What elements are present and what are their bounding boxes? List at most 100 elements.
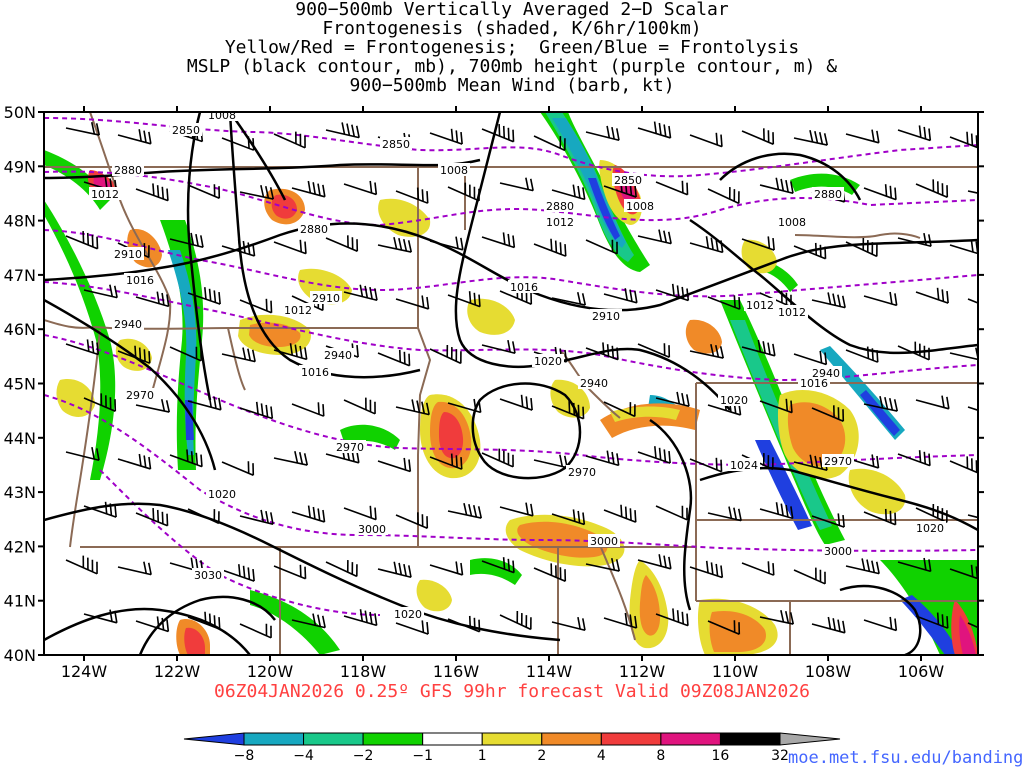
wind-barb	[239, 298, 273, 314]
wind-barb	[447, 291, 481, 308]
colorbar-label: 2	[537, 748, 546, 764]
wind-barb	[759, 177, 794, 195]
height-contour-label: 2940	[810, 366, 842, 380]
svg-text:2910: 2910	[592, 310, 620, 323]
svg-text:2970: 2970	[336, 441, 364, 454]
wind-barb	[915, 395, 950, 410]
colorbar-swatch	[481, 732, 543, 746]
lon-label: 118W	[340, 662, 387, 681]
wind-barb	[65, 122, 101, 136]
wind-barb	[967, 514, 978, 525]
wind-barb	[135, 291, 170, 308]
mslp-contour-label: 1016	[299, 365, 331, 379]
lon-label: 124W	[61, 662, 108, 681]
svg-text:2880: 2880	[546, 200, 574, 213]
wind-barb	[707, 295, 741, 310]
mslp-contour-label: 1024	[728, 458, 760, 472]
colorbar-label: −4	[293, 748, 314, 764]
wind-barb	[481, 124, 515, 143]
wind-barb	[343, 284, 378, 302]
lon-label: 112W	[619, 662, 666, 681]
wind-barb	[343, 505, 377, 521]
colorbar-arrow-low	[183, 732, 245, 746]
wind-barb	[377, 349, 411, 367]
wind-barb	[395, 512, 429, 530]
svg-text:2850: 2850	[382, 138, 410, 151]
svg-text:1012: 1012	[778, 306, 806, 319]
svg-text:1016: 1016	[301, 366, 329, 379]
svg-text:1016: 1016	[510, 281, 538, 294]
height-contour-label: 2910	[590, 309, 622, 323]
wind-barb	[343, 609, 378, 627]
wind-barb	[655, 391, 690, 408]
wind-barb	[343, 180, 378, 196]
wind-barb	[637, 229, 672, 245]
title-line-4: MSLP (black contour, mb), 700mb height (…	[186, 56, 838, 77]
wind-barb	[655, 180, 689, 196]
wind-barb	[169, 232, 204, 249]
wind-barb	[481, 448, 514, 468]
wind-barb	[221, 136, 255, 151]
wind-barb	[499, 502, 534, 517]
colorbar-arrow-high	[779, 732, 841, 746]
wind-barb	[793, 242, 827, 260]
wind-barb	[915, 179, 949, 199]
lat-label: 47N	[4, 266, 36, 285]
svg-text:1008: 1008	[626, 200, 654, 213]
wind-barb	[741, 236, 775, 251]
wind-barb	[239, 185, 275, 200]
height-contour-label: 2880	[812, 187, 844, 201]
svg-text:2910: 2910	[312, 292, 340, 305]
wind-barb	[481, 232, 516, 249]
wind-barb	[967, 298, 978, 313]
height-contour-label: 2850	[170, 123, 202, 137]
svg-text:1016: 1016	[126, 274, 154, 287]
svg-text:3000: 3000	[358, 523, 386, 536]
wind-barb	[585, 558, 621, 572]
wind-barb	[533, 238, 567, 257]
wind-barb	[915, 612, 949, 629]
wind-barb	[395, 399, 430, 416]
svg-text:2880: 2880	[114, 164, 142, 177]
wind-barb	[551, 184, 586, 201]
wind-barb	[967, 622, 978, 638]
wind-barb	[689, 236, 724, 254]
height-contour-label: 3000	[822, 544, 854, 558]
wind-barb	[221, 564, 255, 582]
credit-link[interactable]: moe.met.fsu.edu/banding	[788, 748, 1024, 768]
wind-barb	[845, 346, 879, 363]
height-contour-label: 2970	[822, 454, 854, 468]
lat-label: 49N	[4, 157, 36, 176]
height-contour-label: 3000	[588, 534, 620, 548]
lat-label: 41N	[4, 592, 36, 611]
mslp-contour-label: 1012	[744, 298, 776, 312]
axis-ticks	[38, 106, 984, 661]
wind-barb	[239, 401, 274, 420]
height-contour-label: 2880	[298, 222, 330, 236]
mslp-contour-label: 1012	[89, 187, 121, 201]
svg-text:1020: 1020	[534, 355, 562, 368]
wind-barb	[83, 284, 118, 299]
mslp-contours	[44, 112, 978, 655]
wind-barb	[447, 502, 483, 519]
wind-barb	[169, 346, 202, 362]
wind-barb	[741, 128, 775, 146]
wind-barb	[65, 446, 100, 462]
wind-barb	[221, 347, 256, 363]
colorbar-swatch	[422, 732, 483, 746]
wind-barb	[533, 563, 567, 583]
wind-barb	[169, 449, 203, 468]
wind-barb	[707, 187, 740, 205]
mslp-contour-label: 1016	[124, 273, 156, 287]
svg-text:3030: 3030	[194, 569, 222, 582]
wind-barb	[845, 558, 880, 575]
wind-barb	[915, 503, 948, 524]
wind-barb	[793, 567, 826, 585]
mslp-contour-label: 1020	[206, 487, 238, 501]
colorbar-label: −1	[412, 748, 433, 764]
valid-time-text: 06Z04JAN2026 0.25º GFS 99hr forecast Val…	[213, 681, 811, 702]
title-line-1: 900−500mb Vertically Averaged 2−D Scalar	[295, 0, 729, 20]
height-contour-label: 3000	[356, 522, 388, 536]
svg-text:2970: 2970	[126, 389, 154, 402]
wind-barb	[897, 450, 931, 467]
